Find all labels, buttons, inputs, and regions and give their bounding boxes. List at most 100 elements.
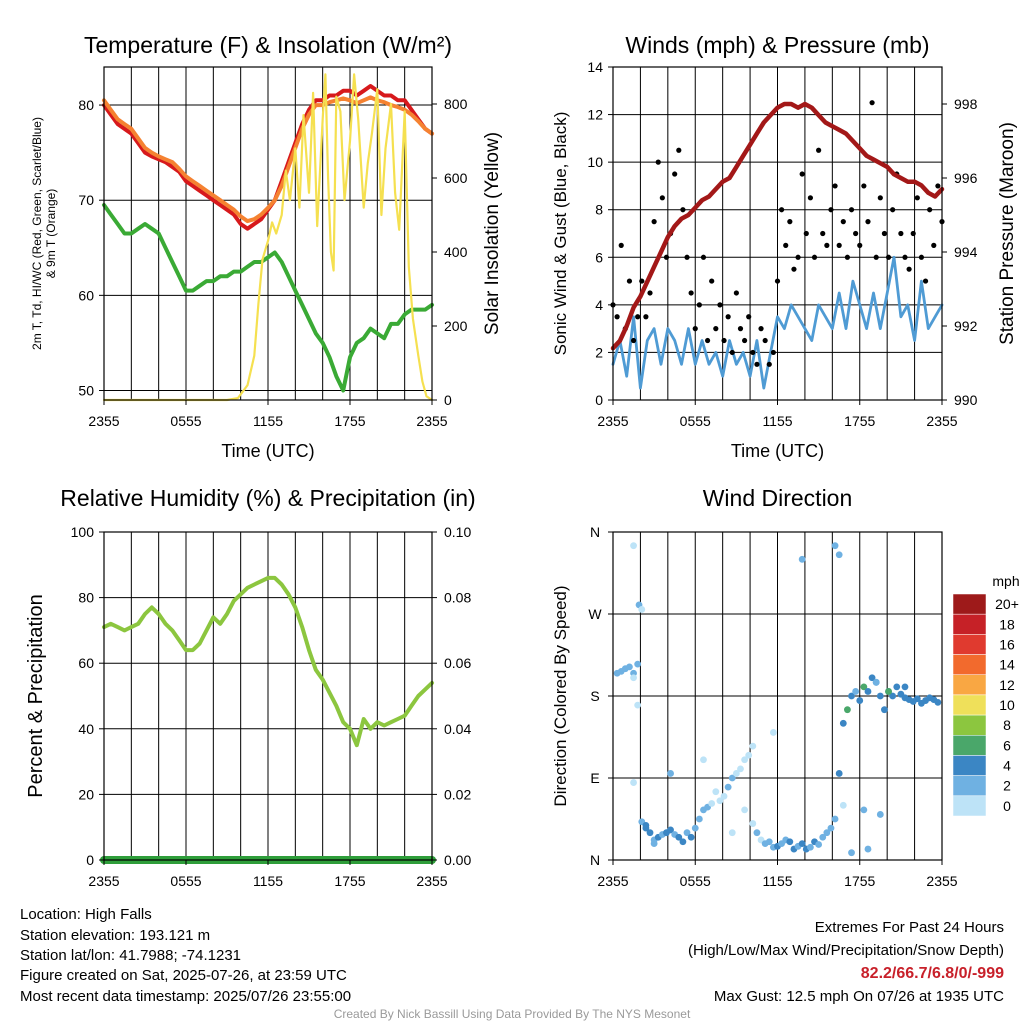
gust-point: [630, 337, 637, 344]
legend-label: 16: [999, 636, 1015, 652]
x-tick-label: 1155: [762, 873, 792, 889]
direction-point: [901, 683, 909, 691]
gust-point: [783, 242, 789, 248]
y-axis-label-left: Direction (Colored By Speed): [551, 585, 570, 806]
direction-point: [872, 678, 880, 686]
direction-point: [876, 692, 884, 700]
direction-point: [769, 729, 777, 736]
gust-point: [733, 290, 739, 296]
gust-point: [746, 314, 752, 320]
gust-point: [725, 314, 731, 320]
direction-point: [823, 829, 831, 837]
direction-point: [667, 826, 674, 834]
x-tick-label: 1755: [844, 873, 875, 889]
gust-point: [721, 337, 727, 344]
x-axis-label: Time (UTC): [221, 441, 314, 461]
gust-point: [927, 207, 933, 213]
gust-point: [717, 302, 723, 308]
legend-label: 20+: [995, 596, 1019, 612]
pressure-line: [610, 101, 945, 351]
legend-swatch: [952, 654, 987, 675]
gust-point: [828, 207, 834, 213]
legend-label: 12: [999, 677, 1015, 693]
gust-point: [869, 100, 875, 106]
y-axis-label-left-line2: & 9m T (Orange): [44, 189, 58, 279]
x-axis-label: Time (UTC): [731, 441, 824, 461]
direction-point: [852, 688, 860, 695]
gust-point: [770, 349, 776, 356]
gust-point: [885, 254, 892, 260]
y-tick-label: 40: [78, 721, 94, 737]
gust-point: [873, 254, 879, 260]
y-tick-label: 4: [595, 297, 603, 313]
legend-label: 2: [1003, 778, 1011, 794]
gust-point: [890, 207, 896, 213]
gust-point: [803, 230, 809, 237]
gust-point: [914, 195, 920, 201]
gust-point: [729, 349, 735, 356]
direction-point: [835, 770, 843, 777]
legend-swatch: [952, 714, 987, 736]
gust-point: [635, 314, 641, 320]
y-tick-label: 70: [78, 192, 94, 208]
direction-point: [695, 815, 703, 823]
gust-point: [758, 326, 764, 332]
gust-point: [861, 183, 867, 189]
y-tick-label: S: [590, 688, 599, 704]
y-axis-label-left: Sonic Wind & Gust (Blue, Black): [551, 112, 570, 356]
y-tick-label: N: [590, 524, 600, 540]
gust-point: [824, 242, 830, 248]
x-tick-label: 2355: [88, 413, 119, 429]
gust-point: [742, 337, 748, 344]
y-tick-label: 14: [587, 59, 603, 75]
direction-point: [630, 542, 637, 550]
legend-swatch: [952, 593, 987, 615]
direction-point: [839, 719, 847, 727]
direction-point: [642, 824, 650, 832]
direction-point: [831, 542, 839, 550]
direction-point: [728, 774, 736, 782]
gust-point: [655, 159, 661, 165]
direction-point: [893, 683, 901, 691]
direction-point: [667, 770, 674, 777]
chart-title: Winds (mph) & Pressure (mb): [625, 32, 929, 58]
y-tick-label-right: 990: [954, 392, 978, 408]
gust-point: [713, 326, 719, 332]
direction-point: [934, 698, 942, 706]
legend-swatch: [952, 795, 987, 817]
direction-point: [860, 806, 868, 814]
gust-point: [935, 183, 941, 189]
gust-point: [779, 207, 785, 213]
legend-label: 0: [1003, 798, 1011, 814]
direction-point: [634, 701, 642, 709]
gust-point: [672, 171, 678, 177]
y-tick-label: 8: [595, 202, 603, 218]
gust-point: [626, 278, 633, 284]
y-axis-label-left: Percent & Precipitation: [25, 594, 47, 797]
y-tick-label-right: 0.00: [444, 852, 471, 868]
direction-point: [712, 788, 720, 796]
y-tick-label-right: 0.06: [444, 655, 471, 671]
gust-point: [906, 266, 912, 272]
gust-point: [676, 147, 682, 153]
y-tick-label-right: 0.10: [444, 524, 471, 540]
gust-point: [750, 349, 756, 356]
y-tick-label: 12: [587, 107, 603, 123]
y-tick-label-right: 0.08: [444, 590, 471, 606]
gust-point: [639, 278, 645, 284]
legend-swatch: [952, 674, 987, 696]
gust-point: [688, 290, 694, 296]
direction-point: [765, 838, 773, 846]
x-tick-label: 2355: [416, 873, 447, 889]
direction-point: [864, 688, 872, 695]
x-tick-label: 2355: [926, 413, 957, 429]
direction-point: [786, 838, 794, 846]
direction-point: [737, 765, 744, 773]
direction-point: [700, 756, 707, 764]
direction-point: [708, 800, 716, 807]
direction-point: [724, 783, 732, 791]
legend-swatch: [952, 613, 987, 635]
gust-point: [910, 230, 916, 237]
rh-line: [102, 575, 434, 748]
